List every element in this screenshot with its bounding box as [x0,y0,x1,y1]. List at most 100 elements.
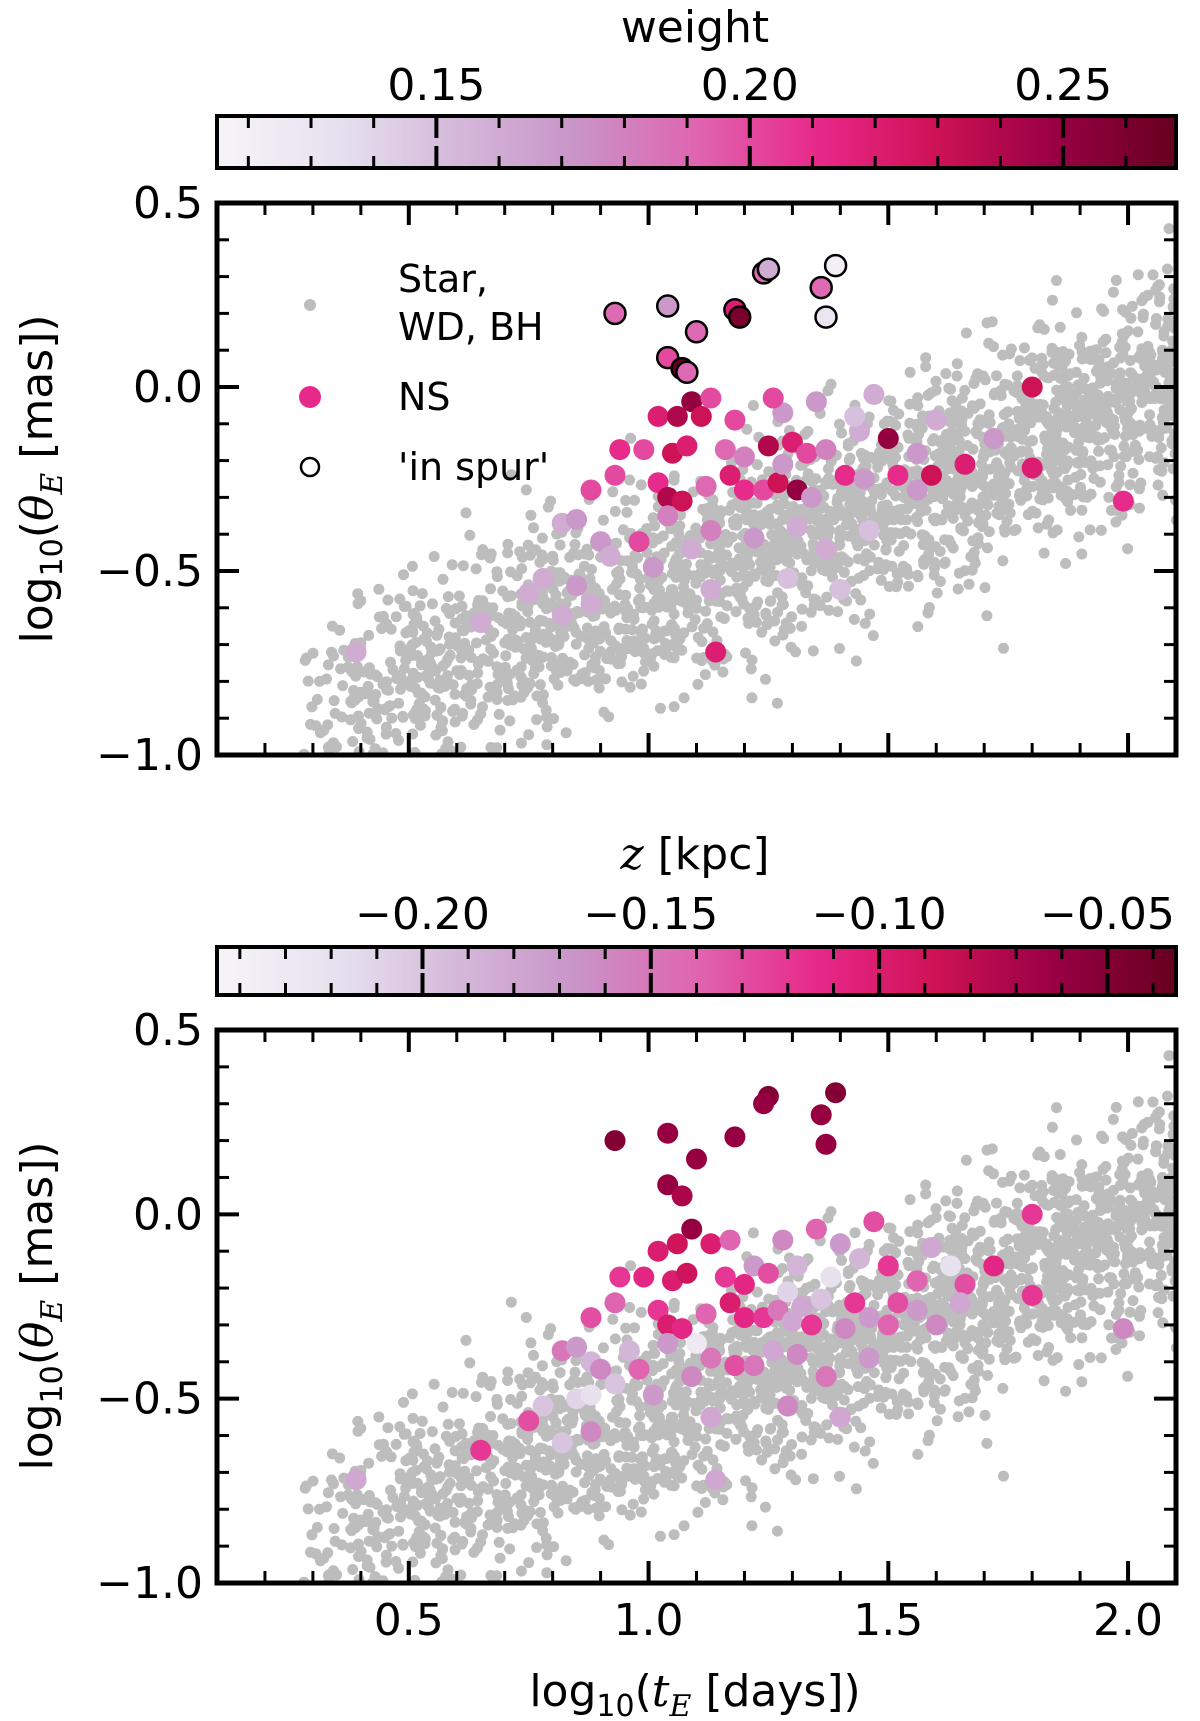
top-bg-point [373,611,385,623]
bottom-bg-point [865,1334,877,1346]
top-bg-point [652,645,664,657]
top-bg-point [334,624,346,636]
bottom-bg-point [983,1353,995,1365]
bottom-bg-point [400,1645,411,1656]
bottom-bg-point [381,1504,392,1516]
top-bg-point [416,588,428,600]
top-bg-point [491,571,503,583]
top-bg-point [977,370,989,382]
top-bg-point [1060,355,1071,367]
top-bg-point [912,571,924,583]
top-bg-point [609,600,621,612]
bottom-bg-point [442,1418,454,1430]
bottom-bg-point [1182,1196,1193,1207]
top-bg-point [684,588,696,600]
top-bg-point [926,484,938,495]
top-bg-point [1041,415,1052,427]
top-ns-point [815,439,837,461]
top-bg-point [820,478,832,490]
top-bg-point [414,719,426,731]
top-bg-point [1182,353,1193,364]
top-bg-point [1097,336,1109,348]
top-bg-point [534,679,546,691]
bottom-bg-point [1122,1241,1134,1253]
top-ns-point [921,464,942,486]
top-bg-point [760,607,772,619]
top-bg-point [984,463,996,475]
top-bg-point [1180,376,1191,387]
bottom-bg-point [1046,1170,1058,1182]
bottom-bg-point [1061,1227,1073,1239]
bottom-bg-point [515,1489,527,1501]
top-bg-point [813,525,825,537]
top-bg-point [338,757,349,768]
top-bg-point [968,546,980,558]
bottom-bg-point [648,1411,660,1423]
top-bg-point [1079,394,1091,406]
top-bg-point [582,633,594,645]
top-bg-point [756,626,768,638]
top-bg-point [790,646,802,658]
bottom-bg-point [1014,1182,1026,1194]
bottom-bg-point [348,1512,360,1524]
top-bg-point [956,481,968,493]
top-bg-point [319,790,330,801]
top-bg-point [635,479,647,491]
top-bg-point [1120,430,1131,442]
bottom-bg-point [994,1307,1006,1319]
top-ns-spur-point [814,305,838,329]
top-bg-point [970,426,982,438]
top-ns-point [666,405,688,427]
top-ns-point [345,641,367,663]
top-bg-point [689,614,701,626]
top-bg-point [931,587,943,599]
top-bg-point [796,620,808,632]
bottom-bg-point [920,1188,932,1200]
top-bg-point [832,606,844,618]
bottom-bg-point [514,1603,525,1614]
top-bg-point [482,763,493,774]
bottom-bg-point [959,1253,971,1265]
top-bg-point [1184,401,1195,412]
top-bg-point [307,647,319,659]
top-bg-point [407,585,419,597]
top-bg-point [1048,357,1059,369]
top-bg-point [671,552,682,564]
bottom-bg-point [1183,1255,1194,1266]
top-bg-point [1036,352,1048,364]
top-bg-point [1014,355,1026,367]
top-bg-point [1110,382,1122,394]
bottom-bg-point [1178,1282,1189,1293]
top-ns-point [676,435,698,457]
bottom-bg-point [418,1531,430,1543]
bottom-bg-point [1076,1376,1088,1388]
top-bg-point [746,654,758,666]
top-bg-point [740,647,751,659]
bottom-bg-point [960,1154,972,1166]
bottom-bg-point [1180,1187,1191,1198]
top-bg-point [1100,347,1112,359]
top-bg-point [872,487,884,499]
bottom-bg-point [1090,1259,1102,1271]
bottom-bg-point [1179,1277,1190,1288]
bottom-bg-point [1137,1182,1149,1194]
top-bg-point [570,527,582,539]
top-bg-point [1182,312,1193,323]
top-bg-point [746,692,758,704]
bottom-bg-point [449,1531,461,1543]
bottom-bg-point [951,1185,963,1197]
bottom-bg-point [632,1379,644,1391]
bottom-bg-point [347,1521,359,1533]
bottom-bg-point [1023,1240,1035,1252]
bottom-bg-point [973,1301,985,1313]
top-bg-point [323,813,334,824]
top-bg-point [1098,397,1110,409]
top-bg-point [638,665,650,677]
legend: Star, WD, BH NS 'in spur' [299,257,549,489]
bottom-bg-point [981,1437,993,1449]
top-bg-point [741,501,752,513]
top-bg-point [455,665,467,676]
top-ns-point [815,538,837,560]
top-bg-point [569,539,581,550]
top-bg-point [772,587,784,599]
